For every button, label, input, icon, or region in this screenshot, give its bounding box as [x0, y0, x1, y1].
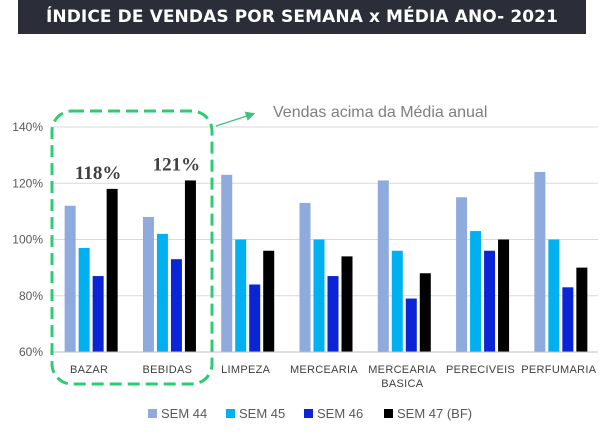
- legend-label: SEM 46: [317, 406, 363, 421]
- y-tick-label: 100%: [12, 233, 43, 247]
- legend-swatch: [304, 409, 313, 418]
- y-tick-label: 120%: [12, 176, 43, 190]
- x-tick-label-line: BASICA: [381, 378, 424, 390]
- highlight-dashed-box: [50, 109, 214, 386]
- bar: [142, 217, 154, 352]
- x-tick-label: BAZAR: [70, 364, 108, 376]
- x-tick-label: BEBIDAS: [143, 364, 193, 376]
- bar: [484, 250, 496, 352]
- bar: [534, 172, 546, 352]
- x-axis: BAZAR BEBIDAS LIMPEZA MERCEARIA MERCEARIA BAS…: [50, 351, 598, 390]
- legend-swatch: [226, 409, 235, 418]
- annotation-text: Vendas acima da Média anual: [273, 104, 487, 121]
- bar: [249, 284, 261, 352]
- bar: [170, 259, 182, 352]
- bar: [498, 239, 510, 352]
- bar: [263, 250, 275, 352]
- bar: [184, 180, 196, 352]
- y-tick-label: 80%: [19, 289, 43, 303]
- bar: [78, 247, 90, 352]
- y-axis: 60% 80% 100% 120% 140%: [12, 120, 43, 359]
- y-tick-label: 60%: [19, 345, 43, 359]
- bar: [377, 180, 389, 352]
- bar: [235, 239, 247, 352]
- bar: [64, 205, 76, 352]
- bar: [419, 273, 431, 352]
- legend: SEM 44 SEM 45 SEM 46 SEM 47 (BF): [148, 406, 472, 421]
- bars: [64, 172, 588, 352]
- x-tick-label: MERCEARIA BASICA: [368, 364, 436, 390]
- bar: [405, 298, 417, 352]
- x-tick-label: PERFUMARIA: [521, 364, 596, 376]
- bar: [341, 256, 353, 352]
- chart-title: ÍNDICE DE VENDAS POR SEMANA x MÉDIA ANO-…: [18, 0, 586, 34]
- bar: [299, 202, 311, 352]
- bar: [106, 188, 118, 352]
- bar: [456, 197, 468, 352]
- data-label: 118%: [75, 163, 121, 184]
- highlight-box: Vendas acima da Média anual: [50, 104, 487, 386]
- bar: [548, 239, 560, 352]
- data-label: 121%: [153, 154, 201, 175]
- bar: [391, 250, 403, 352]
- legend-label: SEM 47 (BF): [397, 406, 472, 421]
- bar: [327, 276, 339, 352]
- annotation-arrow: [215, 111, 256, 127]
- y-tick-label: 140%: [12, 120, 43, 134]
- legend-label: SEM 45: [239, 406, 285, 421]
- bar: [576, 267, 588, 352]
- bar: [470, 231, 482, 352]
- x-tick-label-line: MERCEARIA: [368, 364, 436, 376]
- bar: [313, 239, 325, 352]
- x-tick-label: PERECIVEIS: [446, 364, 515, 376]
- legend-swatch: [384, 409, 393, 418]
- legend-label: SEM 44: [161, 406, 207, 421]
- bar: [156, 233, 168, 352]
- x-tick-label: LIMPEZA: [221, 364, 271, 376]
- legend-swatch: [148, 409, 157, 418]
- data-labels: 118% 121%: [75, 154, 200, 183]
- x-tick-label: MERCEARIA: [290, 364, 358, 376]
- bar: [221, 174, 233, 352]
- bar: [562, 287, 574, 352]
- bar: [92, 276, 104, 352]
